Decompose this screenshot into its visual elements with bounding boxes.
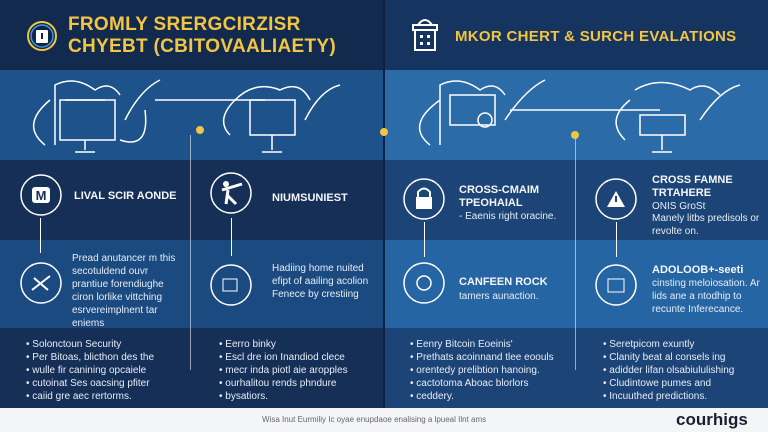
lock-icon: [403, 178, 445, 220]
connector-line: [231, 218, 232, 256]
right-row-2: [384, 240, 768, 328]
list-item: bysatiors.: [219, 390, 379, 403]
list-item: ceddery.: [410, 390, 570, 403]
running-person-icon: [210, 172, 252, 214]
right-row-1: [384, 160, 768, 240]
section-heading: LIVAL SCIR AONDE: [74, 190, 177, 202]
hand-icon: [210, 264, 252, 306]
list-item: adidder lifan olsabiululishing: [603, 364, 763, 377]
refresh-coin-icon: [403, 262, 445, 304]
list-item: ourhalitou rends phndure: [219, 377, 379, 390]
m-logo-icon: M: [20, 174, 62, 216]
section-body: Hadiing home nuited efipt of aailing aco…: [272, 263, 369, 300]
connector-line: [616, 222, 617, 257]
list-item: Seretpicom exuntly: [603, 338, 763, 351]
section-body: tamers aunaction.: [459, 291, 539, 302]
section-subtext: - Eaenis right oracine.: [459, 211, 557, 222]
computer-cloud-illustration: [33, 79, 741, 153]
left-illustration-band: [0, 70, 384, 160]
section-subtext: ONIS GroSt: [652, 201, 706, 212]
column-divider: [190, 135, 191, 370]
list-item: Escl dre ion Inandiod clece: [219, 351, 379, 364]
bullet-list: Eenry Bitcoin Eoeinis'Prethats acoinnand…: [410, 338, 570, 403]
section-body: Manely litbs predisols or revolte on.: [652, 213, 760, 237]
left-header-band: [0, 0, 384, 70]
list-item: orentedy prelibtion hanoing.: [410, 364, 570, 377]
tools-icon: [20, 262, 62, 304]
connector-line: [40, 218, 41, 253]
yellow-node: [196, 126, 204, 134]
list-item: cactotoma Aboac blorlors: [410, 377, 570, 390]
section-heading: NIUMSUNIEST: [272, 192, 348, 204]
footer: Wisa Inut Eurmiliy Ic oyae enupdaoe enal…: [0, 408, 768, 432]
section-body: Pread anutancer m this secotuldend ouvr …: [72, 253, 176, 329]
connector-line: [424, 222, 425, 257]
title-line-2: CHYEBT (CBITOVAALIAETY): [68, 36, 336, 57]
list-item: Incuuthed predictions.: [603, 390, 763, 403]
section-body: cinsting meloiosation. Ar lids ane a nto…: [652, 278, 760, 315]
footer-caption: Wisa Inut Eurmiliy Ic oyae enupdaoe enal…: [262, 415, 487, 424]
right-header-band: [384, 0, 768, 70]
left-row-1: [0, 160, 384, 240]
bullet-list: Solonctoun SecurityPer Bitoas, blicthon …: [26, 338, 186, 403]
right-title: MKOR CHERT & SURCH EVALATIONS: [455, 28, 737, 45]
bullet-list: Seretpicom exuntlyClanity beat al consel…: [603, 338, 763, 403]
column-divider: [575, 135, 576, 370]
center-divider: [383, 0, 385, 408]
list-item: Per Bitoas, blicthon des the: [26, 351, 186, 364]
section-heading: ADOLOOB+-seeti: [652, 264, 744, 276]
section-heading: CROSS FAMNE TRTAHERE: [652, 174, 733, 199]
bullet-list: Eerro binkyEscl dre ion Inandiod cleceme…: [219, 338, 379, 403]
basket-icon: [412, 19, 438, 51]
shield-icon: [27, 21, 57, 51]
list-item: Eenry Bitcoin Eoeinis': [410, 338, 570, 351]
document-icon: [595, 264, 637, 306]
list-item: mecr inda piotl aie aropples: [219, 364, 379, 377]
list-item: cutoinat Ses oacsing pfiter: [26, 377, 186, 390]
section-heading: CROSS-CMAIM TPEOHAIAL: [459, 184, 540, 209]
list-item: Cludintowe pumes and: [603, 377, 763, 390]
section-heading: CANFEEN ROCK: [459, 276, 548, 288]
list-item: caiid gre aec rertorms.: [26, 390, 186, 403]
list-item: Prethats acoinnand tlee eoouls: [410, 351, 570, 364]
warning-icon: [595, 178, 637, 220]
left-row-2: [0, 240, 384, 328]
left-title: FROMLY SRERGCIRZISR CHYEBT (CBITOVAALIAET…: [68, 14, 336, 58]
title-line-1: FROMLY SRERGCIRZISR: [68, 14, 301, 35]
list-item: Eerro binky: [219, 338, 379, 351]
list-item: Clanity beat al consels ing: [603, 351, 763, 364]
brand-logo: courhigs: [676, 410, 748, 429]
list-item: wulle fir canining opcaiele: [26, 364, 186, 377]
svg-text:M: M: [36, 188, 47, 203]
list-item: Solonctoun Security: [26, 338, 186, 351]
